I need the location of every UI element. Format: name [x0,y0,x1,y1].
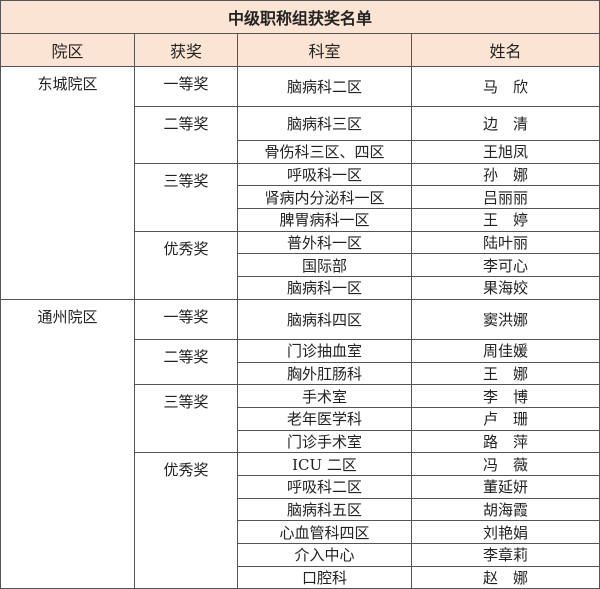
table-row: 介入中心 李章莉 [1,543,600,567]
name-cell: 路 萍 [410,429,600,454]
name-cell: 窦洪娜 [410,298,600,340]
department-cell: 门诊抽血室 [237,338,412,363]
award-cell: 一等奖 [134,66,238,107]
name-cell: 胡海霞 [410,497,600,522]
name-cell: 冯 薇 [410,452,600,476]
table-row: 二等奖 门诊抽血室 周佳媛 [1,338,600,386]
table-row: 优秀奖 普外科一区 陆叶丽 [1,230,600,300]
department-cell: 骨伤科三区、四区 [237,140,412,164]
campus-cell: 东城院区 [0,66,135,300]
award-cell: 二等奖 [134,338,238,386]
name-cell: 董延妍 [410,474,600,499]
header-dept: 科室 [237,33,412,67]
table-row: 国际部 李可心 [1,253,600,278]
name-cell: 李章莉 [410,543,600,567]
name-cell: 王 婷 [410,208,600,232]
table-row: 三等奖 呼吸科一区孙 娜 [1,162,600,232]
department-cell: 脑病科四区 [237,298,412,340]
header-campus: 院区 [0,33,135,67]
department-cell: 老年医学科 [237,406,412,431]
name-cell: 马 欣 [410,66,600,107]
award-cell: 一等奖 [134,298,238,340]
table-row: 呼吸科二区 董延妍 [1,474,600,499]
department-cell: 脑病科一区 [237,276,412,300]
award-cell: 三等奖 [134,162,238,232]
table-title: 中级职称组获奖名单 [0,0,600,34]
department-cell: 口腔科 [237,565,412,589]
department-cell: ICU 二区 [237,452,412,476]
table-row: 三等奖 手术室李 博 [1,384,600,454]
department-cell: 脑病科三区 [237,106,412,141]
name-cell: 陆叶丽 [410,230,600,255]
department-cell: 心血管科四区 [237,520,412,544]
department-cell: 门诊手术室 [237,429,412,454]
header-row: 院区 获奖 科室 姓名 [0,33,600,67]
table-row: 胸外肛肠科王 娜 [1,361,600,386]
name-cell: 李可心 [410,253,600,278]
department-cell: 肾病内分泌科一区 [237,185,412,210]
name-cell: 孙 娜 [410,162,600,187]
name-cell: 边 清 [410,106,600,141]
table-row: 优秀奖 ICU 二区冯 薇 [1,452,600,589]
name-cell: 赵 娜 [410,565,600,589]
campus-cell: 通州院区 [0,298,135,589]
name-cell: 王 娜 [410,361,600,386]
header-name: 姓名 [410,33,600,67]
department-cell: 手术室 [237,384,412,408]
table-row: 门诊手术室路 萍 [1,429,600,454]
name-cell: 王旭凤 [410,140,600,164]
department-cell: 国际部 [237,253,412,278]
name-cell: 刘艳娟 [410,520,600,544]
header-award: 获奖 [134,33,238,67]
department-cell: 脑病科二区 [237,66,412,107]
name-cell: 周佳媛 [410,338,600,363]
department-cell: 胸外肛肠科 [237,361,412,386]
award-cell: 三等奖 [134,384,238,454]
award-cell: 优秀奖 [134,230,238,300]
award-cell: 优秀奖 [134,452,238,589]
table-row: 心血管科四区 刘艳娟 [1,520,600,544]
department-cell: 普外科一区 [237,230,412,255]
name-cell: 卢 珊 [410,406,600,431]
award-cell: 二等奖 [134,106,238,164]
table-row: 二等奖 脑病科三区边 清 [1,106,600,164]
table-row: 骨伤科三区、四区 王旭凤 [1,140,600,164]
name-cell: 果海姣 [410,276,600,300]
title-row: 中级职称组获奖名单 [0,0,600,34]
department-cell: 脾胃病科一区 [237,208,412,232]
name-cell: 李 博 [410,384,600,408]
department-cell: 呼吸科一区 [237,162,412,187]
name-cell: 吕丽丽 [410,185,600,210]
table-row: 东城院区 一等奖 脑病科二区马 欣 [0,66,600,300]
department-cell: 脑病科五区 [237,497,412,522]
table-row: 老年医学科卢 珊 [1,406,600,431]
table-row: 通州院区 一等奖 脑病科四区 窦洪娜 [0,298,600,589]
department-cell: 介入中心 [237,543,412,567]
department-cell: 呼吸科二区 [237,474,412,499]
